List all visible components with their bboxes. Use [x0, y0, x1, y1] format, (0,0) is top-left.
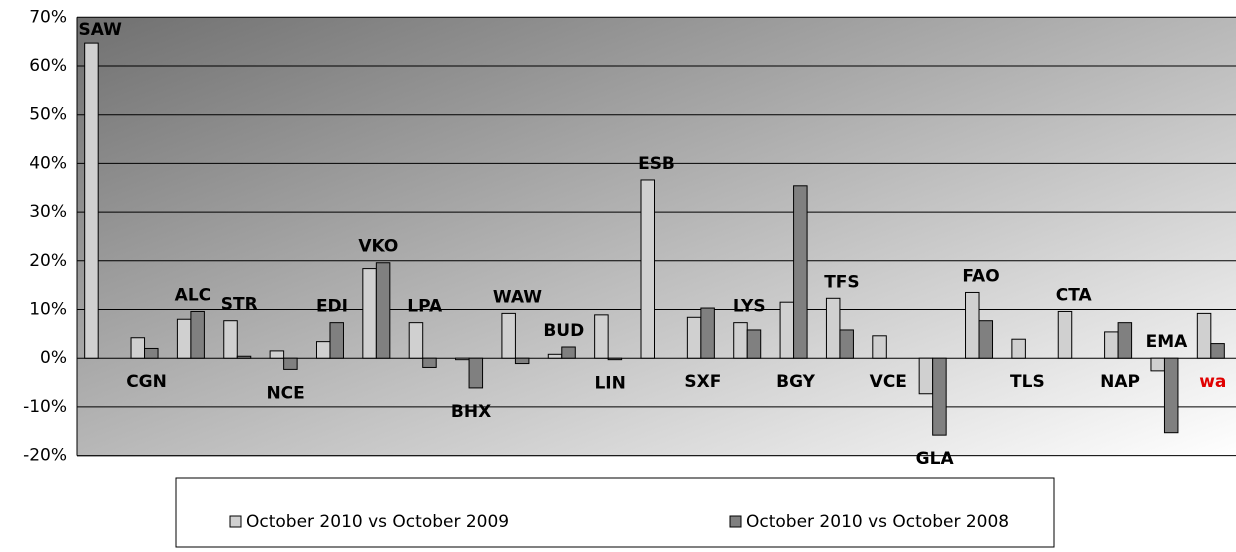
- bar: [1150, 357, 1165, 372]
- bar: [1011, 338, 1026, 359]
- legend: [175, 477, 1055, 548]
- bar: [1163, 357, 1179, 434]
- category-label: EMA: [1146, 332, 1189, 352]
- y-tick-label: -20%: [23, 446, 67, 466]
- bar: [872, 335, 887, 359]
- bar: [501, 312, 516, 359]
- category-label: NAP: [1100, 372, 1140, 392]
- bar: [329, 322, 344, 359]
- bar: [130, 337, 146, 359]
- bar: [640, 179, 655, 359]
- bar: [283, 357, 298, 370]
- bar: [315, 341, 331, 359]
- category-label: CGN: [126, 372, 167, 392]
- bar: [1117, 322, 1133, 359]
- category-label: VCE: [870, 372, 907, 392]
- bar: [561, 346, 576, 359]
- category-label: FAO: [962, 266, 999, 286]
- bar: [84, 42, 99, 359]
- bar: [607, 357, 623, 361]
- category-label: ESB: [638, 154, 675, 174]
- category-label: NCE: [266, 383, 304, 403]
- category-label: LPA: [407, 297, 443, 317]
- category-label: wa: [1199, 372, 1226, 392]
- bar: [978, 320, 994, 359]
- bar: [686, 316, 702, 359]
- bar: [176, 318, 192, 359]
- bar: [362, 268, 377, 359]
- bar: [700, 307, 715, 359]
- legend-swatch: [729, 515, 742, 528]
- bar: [468, 357, 484, 389]
- category-label: VKO: [358, 237, 398, 257]
- bar: [375, 262, 391, 359]
- bar: [918, 357, 934, 395]
- bar: [779, 301, 795, 359]
- bar: [236, 355, 252, 359]
- y-tick-label: 30%: [29, 202, 67, 222]
- bar: [1196, 312, 1212, 359]
- category-label: BUD: [543, 321, 584, 341]
- bar: [408, 322, 424, 359]
- category-label: SAW: [78, 20, 122, 40]
- category-label: SXF: [684, 372, 721, 392]
- bar: [547, 353, 563, 359]
- category-label: STR: [221, 295, 258, 315]
- bar: [190, 310, 205, 359]
- bar: [733, 322, 748, 359]
- bar: [223, 320, 238, 359]
- category-label: GLA: [916, 449, 955, 469]
- bar: [514, 357, 530, 365]
- category-label: TLS: [1010, 372, 1045, 392]
- category-label: LYS: [733, 297, 766, 317]
- y-tick-label: 20%: [29, 251, 67, 271]
- bar: [746, 329, 762, 359]
- y-tick-label: -10%: [23, 397, 67, 417]
- category-label: BHX: [451, 402, 491, 422]
- y-tick-label: 10%: [29, 300, 67, 320]
- category-label: CTA: [1056, 285, 1093, 305]
- bar: [839, 329, 854, 359]
- legend-label: October 2010 vs October 2009: [246, 512, 509, 532]
- plot-area: [77, 17, 1236, 457]
- y-tick-label: 60%: [29, 56, 67, 76]
- bar: [1104, 331, 1119, 359]
- bar: [1057, 310, 1073, 359]
- bar: [422, 357, 437, 368]
- y-tick-label: 40%: [29, 153, 67, 173]
- legend-swatch: [229, 515, 242, 528]
- y-tick-label: 50%: [29, 105, 67, 125]
- category-label: TFS: [824, 272, 859, 292]
- bar: [825, 297, 841, 359]
- category-label: WAW: [493, 287, 542, 307]
- y-tick-label: 70%: [29, 7, 67, 27]
- y-tick-label: 0%: [40, 348, 67, 368]
- bar: [932, 357, 947, 436]
- category-label: ALC: [175, 285, 211, 305]
- category-label: BGY: [776, 372, 816, 392]
- legend-label: October 2010 vs October 2008: [746, 512, 1009, 532]
- bar: [594, 314, 609, 359]
- bar: [269, 350, 285, 359]
- bar: [455, 357, 470, 361]
- bar: [144, 347, 159, 359]
- bar: [965, 291, 980, 359]
- bar: [1210, 343, 1225, 359]
- category-label: LIN: [594, 374, 625, 394]
- bar: [793, 185, 808, 359]
- category-label: EDI: [316, 297, 348, 317]
